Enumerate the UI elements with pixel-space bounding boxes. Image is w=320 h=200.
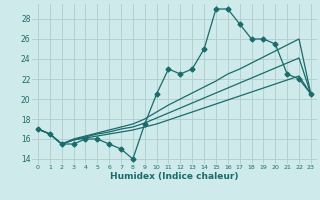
X-axis label: Humidex (Indice chaleur): Humidex (Indice chaleur): [110, 172, 239, 181]
